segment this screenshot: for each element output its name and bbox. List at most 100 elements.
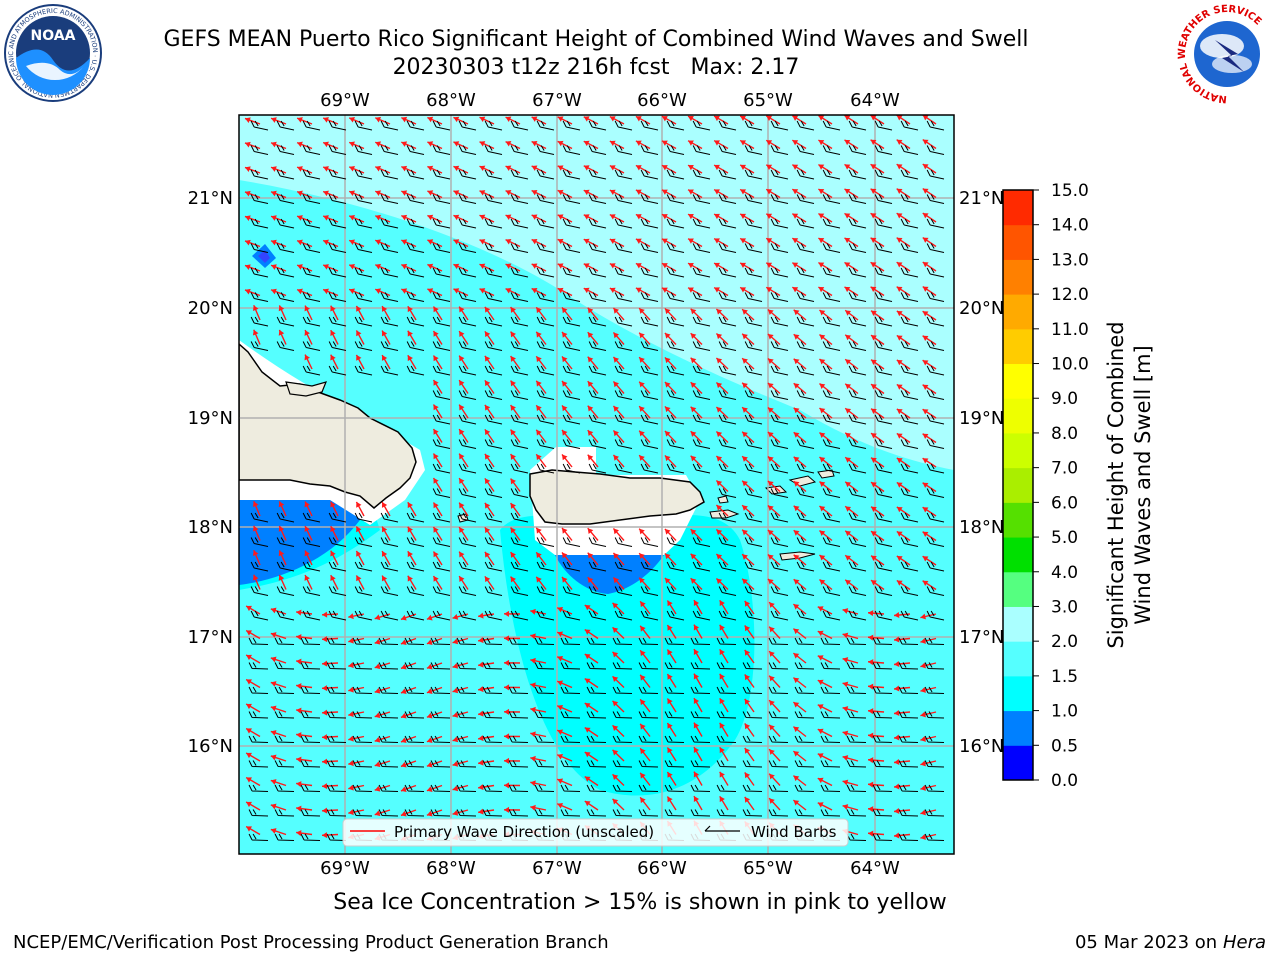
colorbar-swatch bbox=[1003, 432, 1033, 469]
wave-arrow-head bbox=[793, 677, 800, 684]
wind-barb bbox=[484, 218, 503, 229]
wind-barb bbox=[822, 537, 841, 547]
wave-arrow-head bbox=[252, 501, 259, 508]
wind-barb bbox=[562, 292, 581, 302]
wind-barb bbox=[770, 194, 789, 204]
wind-barb bbox=[328, 145, 347, 155]
wave-arrow-head bbox=[817, 655, 824, 661]
wave-arrow-head bbox=[505, 141, 512, 147]
wave-arrow-head bbox=[844, 115, 851, 121]
wave-arrow-head bbox=[639, 357, 645, 363]
wind-barb bbox=[666, 169, 685, 180]
colorbar-swatch bbox=[1003, 537, 1033, 573]
wind-barb bbox=[510, 561, 529, 572]
wave-arrow-head bbox=[270, 754, 277, 761]
wind-barb bbox=[484, 341, 503, 351]
wind-barb bbox=[822, 243, 841, 253]
wind-barb bbox=[562, 610, 581, 621]
wave-arrow-head bbox=[374, 736, 381, 743]
wind-barb bbox=[666, 610, 685, 621]
wave-arrow-head bbox=[349, 288, 355, 295]
wind-barb bbox=[354, 120, 373, 131]
colorbar-tick-label: 9.0 bbox=[1051, 389, 1078, 409]
wind-barb bbox=[796, 610, 815, 621]
wind-barb bbox=[274, 735, 295, 743]
wave-arrow-head bbox=[769, 651, 775, 657]
wave-arrow-head bbox=[297, 190, 303, 197]
wind-barb bbox=[354, 194, 373, 204]
wave-arrow-head bbox=[297, 141, 303, 148]
wind-barb bbox=[276, 586, 295, 596]
wind-barb bbox=[404, 711, 425, 719]
wave-arrow-head bbox=[453, 190, 460, 196]
wind-barb bbox=[458, 463, 477, 474]
wave-arrow-head bbox=[922, 164, 929, 170]
wind-barb bbox=[846, 735, 867, 743]
wave-arrow-head bbox=[504, 684, 510, 691]
wind-barb bbox=[430, 686, 451, 694]
wind-barb bbox=[276, 610, 295, 621]
wind-barb bbox=[744, 243, 763, 253]
wave-arrow-head bbox=[922, 262, 929, 268]
wind-barb bbox=[352, 784, 373, 792]
wave-arrow-head bbox=[871, 482, 877, 488]
wave-arrow-head bbox=[245, 190, 251, 197]
wind-barb bbox=[796, 365, 815, 376]
wave-arrow-head bbox=[562, 380, 568, 387]
wave-arrow-head bbox=[536, 552, 542, 559]
wave-arrow-head bbox=[661, 140, 668, 146]
wave-arrow-head bbox=[562, 307, 568, 314]
wave-arrow-head bbox=[296, 609, 302, 616]
colorbar-swatch bbox=[1003, 294, 1033, 330]
wave-arrow-head bbox=[922, 433, 929, 439]
wave-arrow-head bbox=[922, 213, 929, 219]
wind-barb bbox=[768, 809, 789, 817]
wave-arrow-head bbox=[612, 725, 619, 731]
wave-arrow-head bbox=[817, 777, 824, 784]
wave-arrow-head bbox=[536, 380, 542, 387]
wind-barb bbox=[770, 341, 789, 351]
wind-barb bbox=[276, 194, 295, 204]
wind-barb bbox=[716, 760, 737, 768]
wind-barb bbox=[666, 439, 685, 449]
wave-arrow-head bbox=[562, 576, 568, 583]
wind-barb bbox=[638, 711, 659, 719]
wind-barb bbox=[926, 145, 945, 155]
wave-arrow-head bbox=[842, 730, 849, 737]
wave-arrow-head bbox=[271, 264, 277, 270]
wave-arrow-head bbox=[716, 529, 723, 536]
wave-arrow-head bbox=[484, 306, 491, 313]
wind-barb bbox=[822, 120, 841, 131]
wind-barb bbox=[692, 365, 711, 376]
wave-arrow-head bbox=[740, 262, 747, 269]
wind-barb bbox=[614, 194, 633, 204]
wind-barb bbox=[794, 735, 815, 743]
wind-barb bbox=[276, 537, 295, 547]
wind-barb bbox=[872, 833, 893, 841]
wave-arrow-head bbox=[922, 360, 929, 366]
wind-barb bbox=[536, 120, 555, 131]
wave-arrow-head bbox=[842, 657, 849, 663]
wind-barb bbox=[614, 390, 633, 400]
wind-barb bbox=[432, 488, 451, 498]
wind-barb bbox=[614, 586, 633, 596]
wave-arrow-head bbox=[922, 115, 929, 121]
wind-barb bbox=[690, 711, 711, 719]
wave-arrow-head bbox=[613, 454, 620, 461]
wind-barb bbox=[406, 316, 425, 327]
wind-barb bbox=[406, 610, 425, 621]
wind-barb bbox=[640, 341, 659, 351]
wind-barb bbox=[744, 218, 763, 229]
wave-arrow-head bbox=[661, 116, 668, 122]
wave-arrow-head bbox=[767, 358, 774, 365]
wave-arrow-head bbox=[349, 264, 355, 270]
wave-arrow-head bbox=[252, 525, 259, 532]
wind-barb bbox=[380, 341, 399, 351]
wave-arrow-head bbox=[845, 530, 852, 537]
wind-barb bbox=[744, 390, 763, 400]
wind-barb bbox=[560, 735, 581, 743]
wave-arrow-head bbox=[452, 785, 459, 792]
wave-arrow-head bbox=[817, 630, 824, 637]
wave-arrow-head bbox=[510, 503, 516, 509]
wind-barb bbox=[326, 784, 347, 792]
